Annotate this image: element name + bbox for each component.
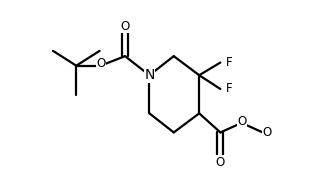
Text: F: F xyxy=(226,82,232,96)
Text: O: O xyxy=(120,20,130,33)
Text: F: F xyxy=(226,56,232,69)
Text: O: O xyxy=(237,115,246,128)
Text: N: N xyxy=(144,68,155,82)
Text: O: O xyxy=(262,126,271,139)
Text: O: O xyxy=(96,57,105,70)
Text: O: O xyxy=(216,156,225,169)
